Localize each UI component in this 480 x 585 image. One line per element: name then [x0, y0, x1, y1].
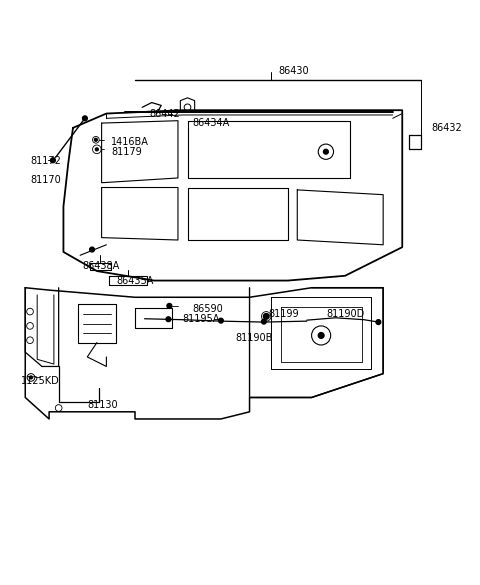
Circle shape [83, 116, 87, 121]
Circle shape [50, 158, 55, 163]
Text: 86435A: 86435A [116, 276, 153, 285]
Circle shape [166, 317, 171, 322]
Circle shape [218, 318, 223, 323]
Text: 86432: 86432 [431, 123, 462, 133]
Circle shape [30, 376, 33, 379]
Text: 81190B: 81190B [235, 333, 273, 343]
Circle shape [376, 319, 381, 325]
Circle shape [96, 148, 98, 151]
Circle shape [318, 333, 324, 338]
Text: 81179: 81179 [111, 147, 142, 157]
Text: 86442: 86442 [149, 109, 180, 119]
Text: 81170: 81170 [30, 176, 61, 185]
Text: 1416BA: 1416BA [111, 137, 149, 147]
Text: 81190D: 81190D [326, 309, 364, 319]
Text: 81130: 81130 [87, 400, 118, 409]
Circle shape [264, 314, 269, 319]
Text: 86438A: 86438A [83, 261, 120, 271]
Text: 81199: 81199 [269, 309, 299, 319]
Circle shape [167, 304, 172, 308]
Text: 86430: 86430 [278, 66, 309, 75]
Text: 86434A: 86434A [192, 118, 229, 128]
Text: 86590: 86590 [192, 304, 223, 314]
Text: 81195A: 81195A [183, 314, 220, 324]
Circle shape [324, 149, 328, 154]
Text: 81172: 81172 [30, 156, 61, 166]
Circle shape [95, 139, 97, 141]
Circle shape [90, 247, 95, 252]
Text: 1125KD: 1125KD [21, 376, 59, 386]
Circle shape [262, 319, 266, 324]
